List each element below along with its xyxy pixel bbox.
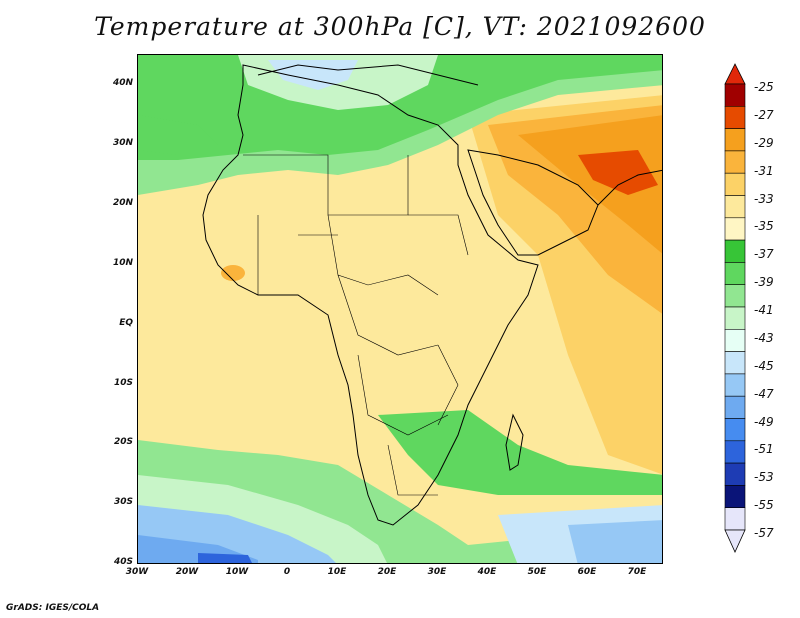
colorbar-label: -33	[754, 191, 774, 206]
lat-label-10n: 10N	[112, 257, 133, 268]
lat-label-eq: EQ	[119, 317, 133, 328]
colorbar-label: -45	[754, 358, 774, 373]
colorbar-label: -29	[754, 135, 774, 150]
colorbar-label: -51	[754, 442, 774, 457]
coldest-band-southern-ocean	[198, 553, 252, 563]
lon-label-20e: 20E	[377, 567, 397, 577]
colorbar-label: -43	[754, 330, 774, 345]
colorbar-label: -41	[754, 303, 774, 317]
lon-label-0: 0	[283, 567, 291, 577]
country-borders	[243, 154, 469, 496]
colorbar-swatch	[724, 462, 746, 486]
lon-label-10e: 10E	[327, 567, 347, 577]
madagascar-outline	[505, 413, 524, 471]
arabia-outline	[467, 149, 599, 256]
colorbar-label: -35	[754, 219, 774, 234]
africa-outline	[202, 64, 539, 526]
asia-coastline	[597, 169, 662, 206]
chart-title: Temperature at 300hPa [C], VT: 202109260…	[94, 12, 706, 41]
lon-label-30e: 30E	[427, 567, 447, 577]
colorbar-swatch	[724, 239, 746, 263]
coldest-spot-north	[268, 60, 358, 90]
hot-region-pakistan	[578, 150, 658, 195]
colorbar-arrow-bottom	[724, 529, 746, 553]
colorbar-swatch	[724, 195, 746, 219]
europe-coastline	[257, 64, 479, 86]
colorbar-swatch	[724, 306, 746, 330]
colorbar-swatch	[724, 351, 746, 375]
colorbar-swatch	[724, 262, 746, 285]
colorbar-swatch	[724, 328, 746, 352]
colorbar-swatch	[724, 485, 746, 508]
warm-spot-westafrica	[221, 265, 245, 281]
lon-label-70e: 70E	[627, 567, 647, 577]
colorbar-swatch	[724, 373, 746, 397]
lat-label-30n: 30N	[112, 137, 133, 148]
colorbar-label: -57	[754, 526, 774, 540]
colorbar-swatch	[724, 507, 746, 531]
colorbar-arrow-top	[724, 63, 746, 85]
cool-patch-atlantic	[138, 115, 218, 155]
colorbar-label: -39	[754, 275, 774, 290]
colorbar-swatch	[724, 105, 746, 129]
colder-region-southeast	[568, 520, 662, 563]
lon-label-30w: 30W	[125, 567, 149, 577]
lat-label-40n: 40N	[112, 78, 133, 88]
colorbar-label: -47	[754, 386, 774, 401]
colorbar-label: -31	[754, 163, 774, 178]
lon-label-50e: 50E	[527, 567, 547, 577]
colorbar-label: -27	[754, 107, 774, 122]
lat-label-20s: 20S	[113, 437, 133, 448]
lon-label-20w: 20W	[175, 567, 199, 577]
colorbar-swatch	[724, 418, 746, 442]
lon-label-60e: 60E	[577, 567, 597, 577]
colorbar-swatch	[724, 172, 746, 196]
lon-label-40e: 40E	[477, 567, 497, 577]
lat-label-20n: 20N	[112, 197, 133, 208]
colorbar-swatch	[724, 83, 746, 107]
colorbar-label: -53	[754, 470, 774, 485]
lat-label-30s: 30S	[113, 497, 133, 508]
map-canvas	[138, 55, 662, 563]
colorbar-swatch	[724, 128, 746, 152]
colorbar-scale	[724, 63, 746, 553]
temperature-map	[137, 54, 663, 564]
colorbar-label: -25	[754, 80, 774, 94]
colorbar-swatch	[724, 150, 746, 174]
lat-label-40s: 40S	[113, 557, 133, 568]
coastlines	[202, 64, 662, 526]
colorbar: -25 -27 -29 -31 -33 -35 -37 -39 -41 -43 -45 -47 -49 -…	[720, 62, 800, 562]
colorbar-swatch	[724, 284, 746, 308]
lat-label-10s: 10S	[113, 377, 133, 388]
warmest-region-arabia	[518, 115, 662, 254]
lon-label-10w: 10W	[225, 567, 249, 577]
colorbar-label: -37	[754, 247, 774, 262]
credit-footer: GrADS: IGES/COLA	[6, 603, 100, 613]
colorbar-swatch	[724, 217, 746, 241]
colorbar-swatch	[724, 440, 746, 464]
colorbar-swatch	[724, 395, 746, 419]
colorbar-label: -55	[754, 498, 774, 513]
colorbar-label: -49	[754, 414, 774, 429]
